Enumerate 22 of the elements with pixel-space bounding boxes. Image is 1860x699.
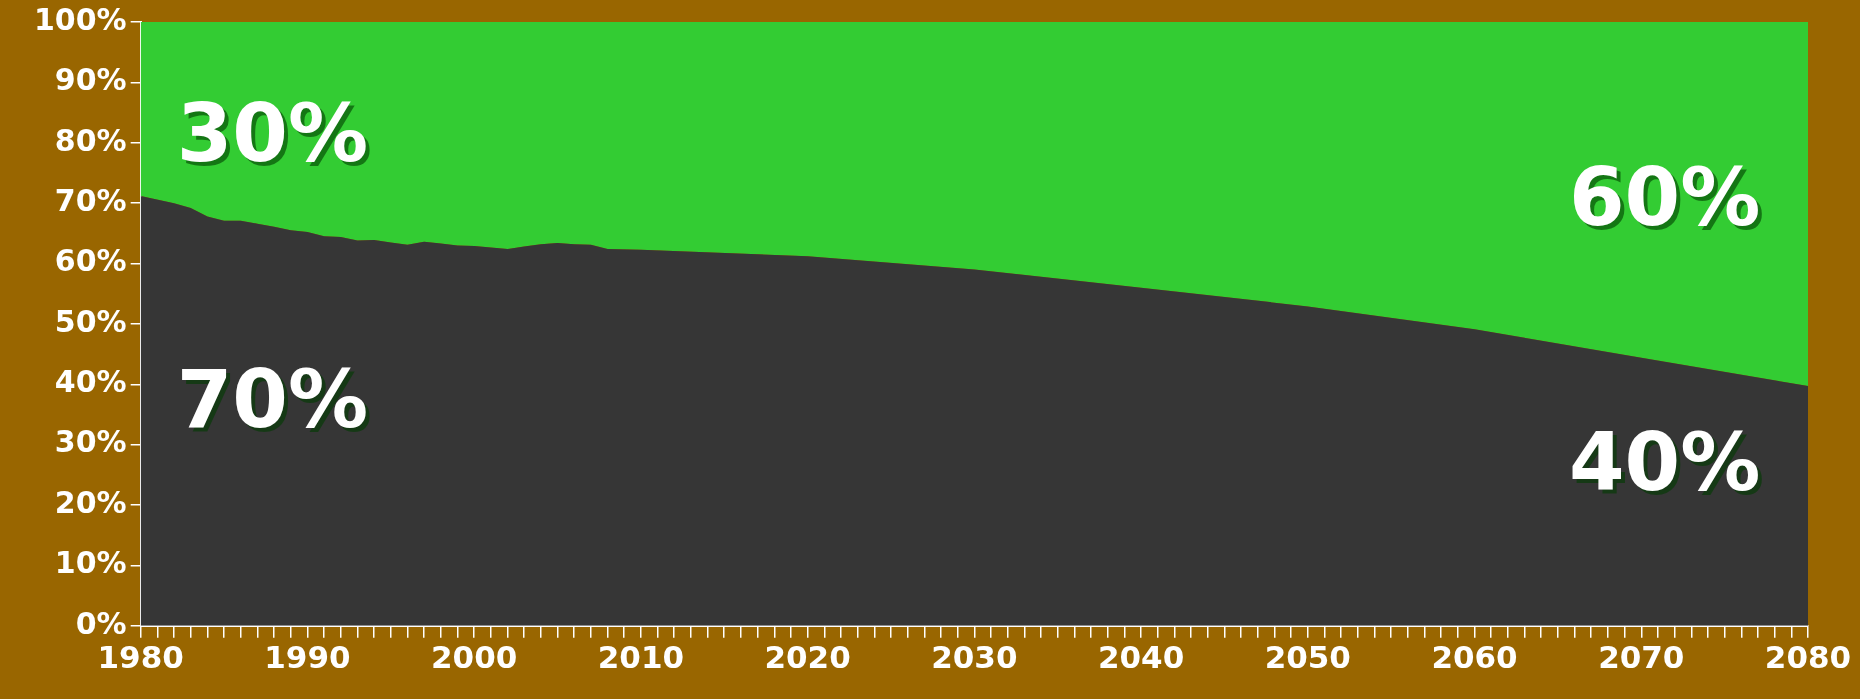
x-tick-label: 2040: [1097, 639, 1185, 676]
x-tick-label: 1980: [97, 639, 184, 676]
x-tick-label: 2050: [1264, 639, 1351, 676]
y-tick-label: 20%: [54, 484, 127, 520]
x-tick-label: 2000: [431, 639, 518, 676]
y-tick-label: 100%: [33, 1, 127, 37]
x-tick-label: 2010: [597, 639, 685, 676]
y-tick-label: 80%: [54, 122, 127, 158]
y-tick-label: 0%: [75, 605, 127, 641]
y-tick-label: 60%: [54, 243, 127, 279]
x-tick-label: 2070: [1598, 639, 1685, 676]
x-tick-label: 2060: [1431, 639, 1518, 676]
y-tick-label: 30%: [54, 424, 127, 460]
x-tick-label: 2030: [931, 639, 1018, 676]
y-tick-label: 40%: [54, 364, 127, 400]
x-tick-label: 2020: [764, 639, 851, 676]
x-tick-label: 2080: [1764, 639, 1852, 676]
y-tick-label: 70%: [54, 182, 127, 218]
y-tick-label: 90%: [54, 62, 127, 98]
x-tick-label: 1990: [264, 639, 351, 676]
y-tick-label: 50%: [54, 303, 127, 339]
y-tick-label: 10%: [54, 545, 127, 581]
